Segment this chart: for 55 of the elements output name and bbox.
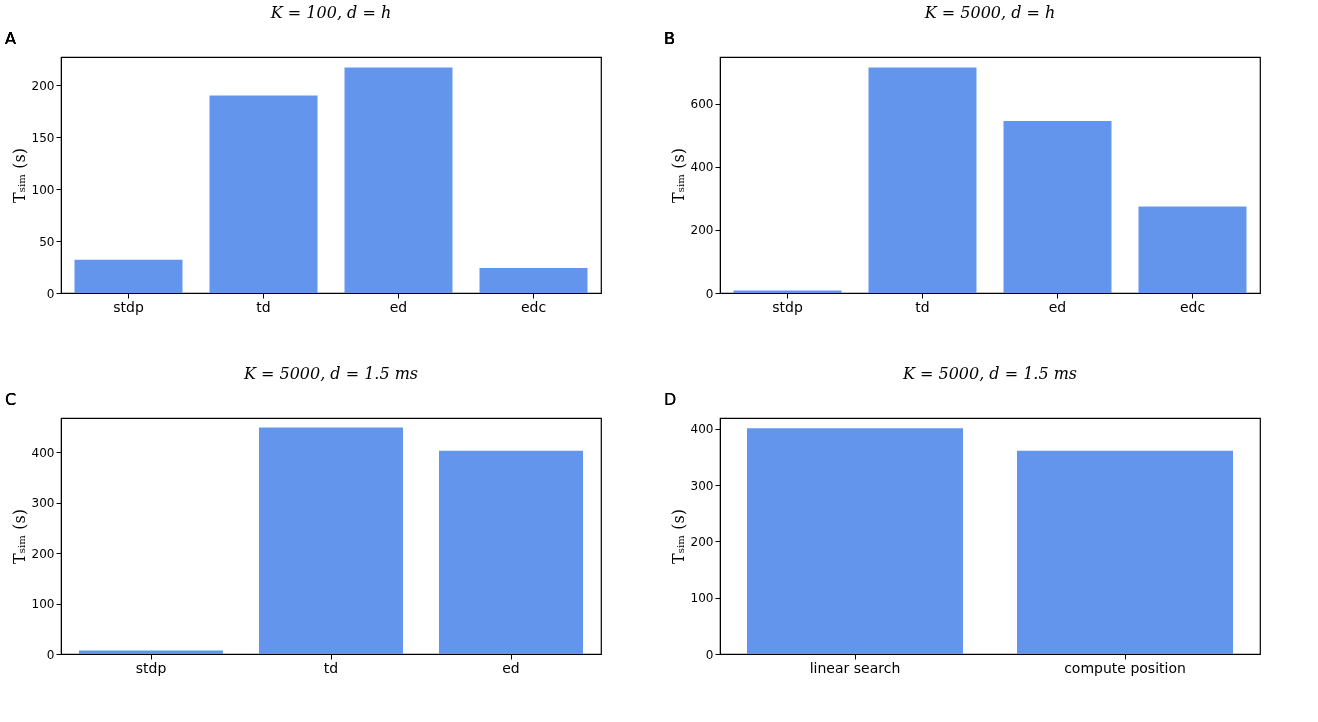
- y-axis-title: Tₛᵢₘ (s): [668, 509, 688, 564]
- y-tick-label: 200: [31, 78, 55, 93]
- y-tick-label: 150: [31, 130, 55, 145]
- y-tick-label: 200: [31, 546, 55, 561]
- chart-title: K = 5000, d = h: [923, 3, 1056, 22]
- x-tick-label: stdp: [135, 659, 167, 676]
- y-tick-label: 0: [705, 647, 714, 662]
- y-axis-title: Tₛᵢₘ (s): [9, 509, 29, 564]
- chart-title: K = 5000, d = 1.5 ms: [242, 364, 419, 383]
- x-tick-label: ed: [389, 298, 408, 315]
- chart-title: K = 100, d = h: [269, 3, 392, 22]
- bar: [1003, 121, 1112, 293]
- y-tick-label: 200: [690, 534, 714, 549]
- bar: [79, 650, 223, 654]
- y-axis-title: Tₛᵢₘ (s): [9, 148, 29, 203]
- chart-title: K = 5000, d = 1.5 ms: [901, 364, 1078, 383]
- text: B: [664, 29, 675, 48]
- x-tick-label: stdp: [772, 298, 803, 315]
- bar: [74, 259, 183, 293]
- bar: [439, 450, 583, 654]
- text: D: [664, 390, 677, 409]
- x-tick-label: ed: [502, 659, 520, 676]
- y-tick-label: 400: [31, 445, 55, 460]
- bar: [209, 95, 318, 293]
- bar: [1138, 206, 1247, 293]
- y-axis-title: Tₛᵢₘ (s): [668, 148, 688, 203]
- x-tick-label: edc: [520, 298, 547, 315]
- text: A: [5, 29, 16, 48]
- y-tick-label: 0: [46, 647, 55, 662]
- bar: [344, 67, 453, 293]
- y-tick-label: 400: [690, 160, 714, 175]
- x-tick-label: stdp: [113, 298, 144, 315]
- x-tick-label: td: [256, 298, 271, 315]
- y-tick-label: 50: [39, 234, 55, 249]
- y-tick-label: 0: [46, 286, 55, 301]
- y-tick-label: 300: [690, 478, 714, 493]
- text: C: [5, 390, 17, 409]
- y-tick-label: 300: [31, 496, 55, 511]
- bar: [868, 67, 977, 293]
- y-tick-label: 200: [690, 223, 714, 238]
- x-tick-label: linear search: [809, 659, 901, 676]
- y-tick-label: 0: [705, 286, 714, 301]
- x-tick-label: td: [323, 659, 339, 676]
- x-tick-label: ed: [1048, 298, 1067, 315]
- y-tick-label: 600: [690, 97, 714, 112]
- y-tick-label: 100: [690, 591, 714, 606]
- y-tick-label: 100: [31, 597, 55, 612]
- y-tick-label: 400: [690, 422, 714, 437]
- bar: [479, 268, 588, 293]
- x-tick-label: td: [915, 298, 930, 315]
- x-tick-label: compute position: [1064, 659, 1186, 676]
- bar: [259, 427, 403, 654]
- bar: [733, 290, 842, 293]
- y-tick-label: 100: [31, 182, 55, 197]
- x-tick-label: edc: [1179, 298, 1206, 315]
